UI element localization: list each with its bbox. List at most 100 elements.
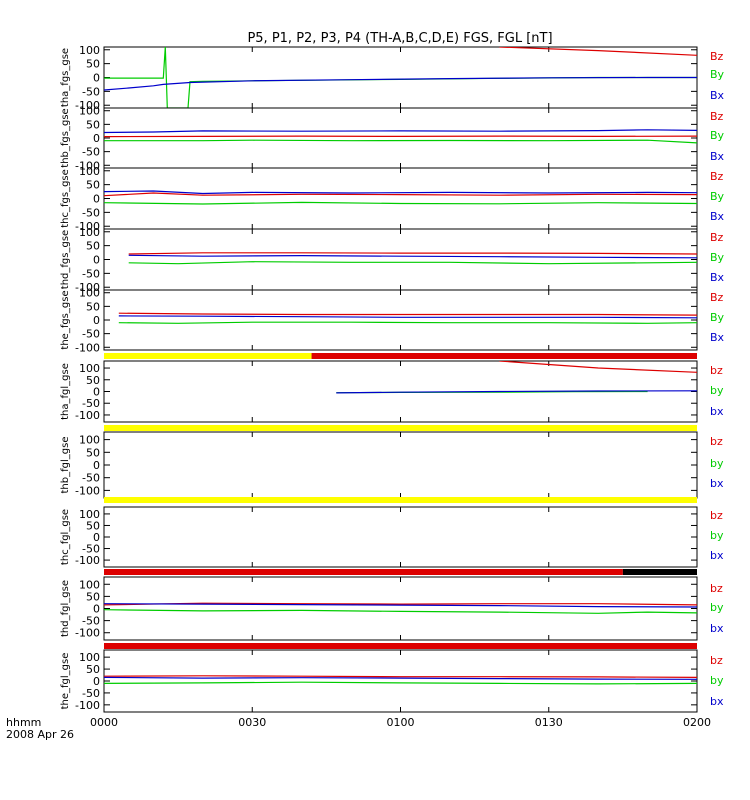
- panel-data: [104, 190, 697, 205]
- legend-label-Bz: Bz: [710, 110, 724, 123]
- y-tick-label: 0: [93, 254, 100, 267]
- y-tick-label: -100: [75, 341, 100, 354]
- y-tick-label: 0: [93, 72, 100, 85]
- flag-bar-segment: [104, 353, 312, 359]
- legend-label-Bz: Bz: [710, 291, 724, 304]
- y-tick-label: -100: [75, 484, 100, 497]
- y-tick-label: 100: [79, 434, 100, 447]
- time-unit-label: hhmm: [6, 716, 41, 729]
- y-tick-label: -50: [82, 687, 100, 700]
- y-tick-label: 100: [79, 226, 100, 239]
- flag-bar-segment: [104, 643, 697, 649]
- legend-label-By: By: [710, 68, 725, 81]
- legend-label-by: by: [710, 529, 724, 542]
- chart-title: P5, P1, P2, P3, P4 (TH-A,B,C,D,E) FGS, F…: [247, 31, 552, 46]
- y-axis-label: thd_fgl_gse: [60, 580, 71, 637]
- flag-bar-segment: [104, 497, 697, 503]
- y-tick-label: 100: [79, 105, 100, 118]
- legend-label-Bx: Bx: [710, 150, 725, 163]
- panel-data: [118, 312, 697, 324]
- y-tick-label: 50: [86, 118, 100, 131]
- series-line-Bz: [128, 252, 697, 255]
- y-axis-label: tha_fgl_gse: [60, 363, 71, 420]
- legend-label-Bx: Bx: [710, 89, 725, 102]
- y-axis-label: thb_fgs_gse: [60, 108, 71, 167]
- y-tick-label: -100: [75, 159, 100, 172]
- legend-label-By: By: [710, 129, 725, 142]
- y-axis-label: the_fgs_gse: [60, 290, 71, 349]
- x-axis: 0000 0030 0100 0130 0200: [90, 716, 711, 729]
- legend-label-bz: bz: [710, 509, 723, 522]
- y-tick-label: 100: [79, 508, 100, 521]
- legend-label-bx: bx: [710, 405, 724, 418]
- y-tick-label: -50: [82, 146, 100, 159]
- legend-label-bz: bz: [710, 435, 723, 448]
- flag-bar-segment: [622, 569, 697, 575]
- series-line-bx: [104, 603, 697, 608]
- legend-label-Bz: Bz: [710, 170, 724, 183]
- panel-frame: [103, 576, 698, 641]
- y-axis-label: thc_fgl_gse: [60, 509, 71, 565]
- y-tick-label: 0: [93, 193, 100, 206]
- y-tick-label: 50: [86, 590, 100, 603]
- series-line-Bx: [118, 315, 697, 319]
- y-tick-label: 0: [93, 386, 100, 399]
- y-tick-label: -50: [82, 397, 100, 410]
- series-line-by: [104, 681, 697, 685]
- legend-label-by: by: [710, 601, 724, 614]
- series-line-Bx: [128, 254, 697, 259]
- y-tick-label: -50: [82, 615, 100, 628]
- y-tick-label: 0: [93, 132, 100, 145]
- y-tick-label: -50: [82, 543, 100, 556]
- legend-label-Bz: Bz: [710, 50, 724, 63]
- legend-label-bx: bx: [710, 695, 724, 708]
- series-line-Bx: [104, 129, 697, 134]
- y-tick-label: 100: [79, 651, 100, 664]
- flag-bar-segment: [104, 425, 697, 431]
- y-tick-label: -50: [82, 472, 100, 485]
- legend-label-Bx: Bx: [710, 210, 725, 223]
- x-tick-label: 0000: [90, 716, 118, 729]
- y-tick-label: -100: [75, 281, 100, 294]
- legend-label-bz: bz: [710, 582, 723, 595]
- y-tick-label: -50: [82, 267, 100, 280]
- series-line-Bz: [104, 135, 697, 138]
- panel-data: [128, 252, 697, 265]
- panel-data: [104, 675, 697, 685]
- legend-label-Bx: Bx: [710, 271, 725, 284]
- y-tick-label: 100: [79, 165, 100, 178]
- y-tick-label: 50: [86, 519, 100, 532]
- y-tick-label: 100: [79, 578, 100, 591]
- legend-label-by: by: [710, 674, 724, 687]
- y-tick-label: 50: [86, 240, 100, 253]
- y-tick-label: 0: [93, 531, 100, 544]
- series-line-Bz: [118, 312, 697, 316]
- y-tick-label: -100: [75, 409, 100, 422]
- series-line-By: [128, 261, 697, 265]
- y-tick-label: 100: [79, 362, 100, 375]
- legend-label-bz: bz: [710, 364, 723, 377]
- legend-label-bx: bx: [710, 622, 724, 635]
- x-tick-label: 0130: [535, 716, 563, 729]
- y-tick-label: 50: [86, 300, 100, 313]
- panel-frame: [103, 107, 698, 169]
- y-tick-label: 50: [86, 663, 100, 676]
- series-line-Bz: [499, 47, 697, 56]
- series-line-By: [104, 201, 697, 205]
- panel-frame: [103, 289, 698, 351]
- legend-label-By: By: [710, 311, 725, 324]
- y-tick-label: -100: [75, 699, 100, 712]
- y-tick-label: 50: [86, 374, 100, 387]
- panel-data: [104, 129, 697, 144]
- series-line-By: [118, 321, 697, 324]
- legend-label-bx: bx: [710, 477, 724, 490]
- legend-label-by: by: [710, 457, 724, 470]
- panel-data: [104, 602, 697, 614]
- y-tick-label: 0: [93, 675, 100, 688]
